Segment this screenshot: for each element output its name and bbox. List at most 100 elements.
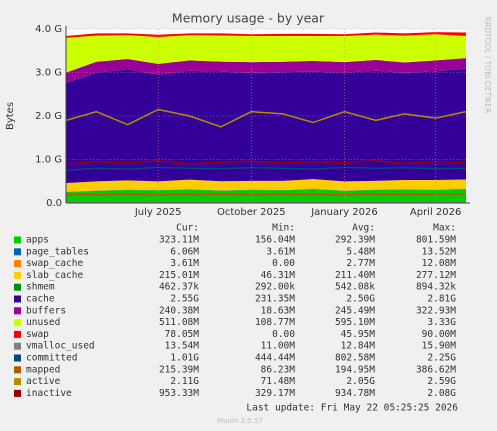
area: [66, 32, 466, 38]
legend-value: 2.11G: [170, 376, 199, 387]
y-tick-label: 1.0 G: [35, 155, 62, 166]
legend-value: 0.00: [272, 329, 295, 340]
line: [65, 108, 467, 128]
legend-swatch: [14, 319, 21, 327]
legend-swatch: [14, 389, 21, 397]
legend-value: 322.93M: [416, 305, 456, 316]
legend-label: shmem: [26, 282, 55, 293]
legend-label: unused: [26, 317, 60, 328]
legend-value: 3.61M: [266, 246, 295, 257]
legend-header: Min:: [272, 223, 295, 234]
legend-value: 156.04M: [255, 235, 295, 246]
legend-value: 2.05G: [346, 376, 375, 387]
x-tick-label: October 2025: [217, 207, 286, 218]
legend-label: swap_cache: [26, 258, 83, 269]
legend-swatch: [14, 283, 21, 291]
legend-header: Avg:: [352, 223, 375, 234]
legend-value: 292.00k: [255, 282, 295, 293]
legend-label: vmalloc_used: [26, 341, 95, 352]
legend-swatch: [14, 236, 21, 244]
legend-value: 2.59G: [427, 376, 456, 387]
legend-swatch: [14, 366, 21, 374]
legend-value: 45.95M: [341, 329, 376, 340]
legend-value: 5.48M: [346, 246, 375, 257]
legend-value: 511.08M: [159, 317, 199, 328]
legend-value: 12.84M: [341, 341, 376, 352]
legend-value: 90.00M: [422, 329, 457, 340]
legend-label: active: [26, 376, 61, 387]
y-tick-label: 4.0 G: [35, 24, 62, 35]
legend-swatch: [14, 307, 21, 315]
chart-title: Memory usage - by year: [172, 11, 325, 26]
legend-label: cache: [26, 294, 55, 305]
legend-value: 0.00: [272, 258, 295, 269]
x-tick-label: January 2026: [310, 207, 378, 218]
legend-label: page_tables: [26, 246, 89, 257]
legend-value: 215.01M: [159, 270, 199, 281]
legend-swatch: [14, 378, 21, 386]
legend-value: 2.55G: [170, 294, 199, 305]
legend-value: 2.81G: [427, 294, 456, 305]
legend-value: 245.49M: [335, 305, 375, 316]
line: [65, 166, 467, 172]
legend-value: 292.39M: [335, 235, 375, 246]
footer: Munin 2.0.57: [217, 417, 263, 425]
legend-value: 2.08G: [427, 388, 456, 399]
legend-value: 2.25G: [427, 353, 456, 364]
legend-swatch: [14, 342, 21, 350]
legend-value: 801.59M: [416, 235, 456, 246]
legend-value: 18.63M: [261, 305, 296, 316]
legend-value: 3.33G: [427, 317, 456, 328]
area: [66, 179, 466, 192]
area: [66, 34, 466, 73]
legend-value: 78.05M: [165, 329, 200, 340]
area: [66, 189, 466, 203]
legend-value: 2.77M: [346, 258, 375, 269]
legend-value: 1.01G: [170, 353, 199, 364]
legend-swatch: [14, 248, 21, 256]
legend-label: committed: [26, 353, 77, 364]
legend-value: 2.50G: [346, 294, 375, 305]
legend-value: 595.10M: [335, 317, 375, 328]
legend-value: 240.38M: [159, 305, 199, 316]
legend-value: 329.17M: [255, 388, 295, 399]
y-axis-label: Bytes: [5, 102, 16, 130]
legend-value: 802.58M: [335, 353, 375, 364]
last-update: Last update: Fri May 22 05:25:25 2026: [246, 403, 458, 414]
x-tick-label: July 2025: [134, 207, 182, 218]
legend-value: 953.33M: [159, 388, 199, 399]
legend-value: 11.00M: [261, 341, 296, 352]
legend-value: 46.31M: [261, 270, 296, 281]
legend-value: 13.52M: [422, 246, 457, 257]
area: [66, 68, 466, 184]
line: [65, 160, 467, 165]
legend-value: 542.08k: [335, 282, 375, 293]
legend-value: 934.78M: [335, 388, 375, 399]
legend-swatch: [14, 260, 21, 268]
legend-value: 462.37k: [159, 282, 199, 293]
legend-value: 12.08M: [422, 258, 457, 269]
legend-label: apps: [26, 235, 49, 246]
legend-value: 194.95M: [335, 364, 375, 375]
legend-value: 6.06M: [170, 246, 199, 257]
legend-value: 323.11M: [159, 235, 199, 246]
legend-label: buffers: [26, 305, 66, 316]
side-text: RRDTOOL / TOBI OETIKER: [483, 17, 492, 114]
legend-label: slab_cache: [26, 270, 83, 281]
legend-swatch: [14, 330, 21, 338]
legend-value: 211.40M: [335, 270, 375, 281]
legend-value: 215.39M: [159, 364, 199, 375]
legend-value: 71.48M: [261, 376, 296, 387]
legend-value: 108.77M: [255, 317, 295, 328]
legend-header: Cur:: [176, 223, 199, 234]
legend-value: 15.90M: [422, 341, 457, 352]
legend-value: 3.61M: [170, 258, 199, 269]
legend-value: 13.54M: [165, 341, 200, 352]
legend-swatch: [14, 295, 21, 303]
legend-value: 277.12M: [416, 270, 456, 281]
legend-swatch: [14, 271, 21, 279]
x-tick-label: April 2026: [410, 207, 461, 218]
legend-header: Max:: [433, 223, 456, 234]
line: [66, 193, 467, 196]
